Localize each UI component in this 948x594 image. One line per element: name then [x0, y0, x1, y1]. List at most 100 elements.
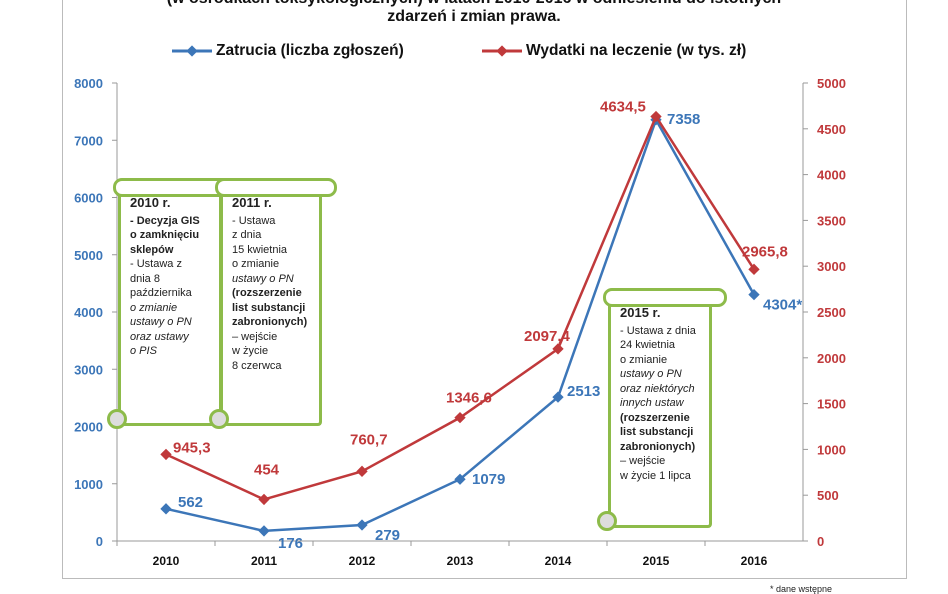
x-tick-label: 2013 — [447, 554, 474, 568]
data-point — [356, 519, 368, 531]
data-label: 945,3 — [173, 439, 211, 456]
annotation-line: ustawy o PN — [620, 368, 682, 380]
right-tick-label: 3000 — [817, 259, 846, 274]
data-point — [160, 503, 172, 515]
x-tick-label: 2011 — [251, 554, 277, 568]
annotation-line: (rozszerzenie — [620, 411, 690, 424]
data-label: 2513 — [567, 383, 600, 400]
annotation-line: - Ustawa z dnia — [620, 324, 696, 337]
annotation-2010: 2010 r. - Decyzja GIS o zamknięciu sklepów -… — [107, 178, 237, 429]
right-tick-label: 1500 — [817, 397, 846, 412]
data-point — [552, 391, 564, 403]
data-label: 176 — [278, 535, 303, 552]
data-point — [258, 493, 270, 506]
annotation-line: – wejście — [232, 330, 278, 343]
x-tick-label: 2015 — [643, 554, 670, 568]
data-label: 760,7 — [350, 431, 388, 448]
scroll-curl-icon — [597, 511, 617, 531]
annotation-line: list substancji — [232, 301, 306, 314]
right-tick-label: 5000 — [817, 76, 846, 91]
legend-item-expenses: Wydatki na leczenie (w tys. zł) — [482, 42, 746, 60]
data-point — [454, 473, 466, 485]
legend-label-poisonings: Zatrucia (liczba zgłoszeń) — [216, 42, 404, 59]
data-label: 454 — [254, 461, 280, 478]
x-tick-label: 2010 — [153, 554, 180, 568]
annotation-line: ustawy o PN — [232, 272, 294, 285]
annotation-line: o zmianie — [130, 301, 178, 314]
scroll-curl-icon — [209, 409, 229, 429]
data-label: 2097,4 — [524, 328, 571, 345]
data-label: 279 — [375, 527, 400, 544]
right-tick-label: 3500 — [817, 213, 846, 228]
scroll-top-icon — [603, 288, 727, 307]
legend-item-poisonings: Zatrucia (liczba zgłoszeń) — [172, 42, 404, 60]
left-tick-label: 1000 — [74, 477, 103, 492]
annotation-line: o zmianie — [620, 353, 668, 366]
data-point — [258, 525, 270, 537]
annotation-2011: 2011 r. - Ustawa z dnia 15 kwietnia o zmiani… — [209, 178, 337, 429]
left-tick-label: 0 — [96, 534, 103, 549]
annotation-line: ustawy o PN — [130, 316, 192, 328]
right-tick-label: 0 — [817, 534, 824, 549]
annotation-line: o PIS — [130, 345, 157, 357]
legend-marker-red — [482, 45, 522, 57]
data-label: 7358 — [667, 111, 700, 128]
left-tick-label: 4000 — [74, 305, 103, 320]
annotation-line: 15 kwietnia — [232, 243, 288, 256]
data-point — [748, 288, 760, 301]
annotation-line: - Decyzja GIS — [130, 214, 200, 227]
left-tick-label: 2000 — [74, 420, 103, 435]
annotation-year: 2015 r. — [620, 305, 661, 320]
data-label: 2965,8 — [742, 243, 788, 260]
annotation-year: 2011 r. — [232, 195, 272, 210]
right-tick-label: 2500 — [817, 305, 846, 320]
chart-title-line-2: zdarzeń i zmian prawa. — [387, 8, 561, 25]
annotation-line: o zamknięciu — [130, 229, 200, 241]
annotation-line: 24 kwietnia — [620, 339, 676, 351]
data-point — [454, 411, 466, 424]
annotation-line: w życie 1 lipca — [620, 469, 691, 482]
annotation-line: 8 czerwca — [232, 359, 282, 372]
footnote: * dane wstępne — [770, 584, 833, 594]
annotation-line: list substancji — [620, 426, 694, 438]
annotation-line: – wejście — [620, 455, 666, 467]
chart-frame — [62, 0, 907, 579]
data-label: 4304* — [763, 297, 802, 314]
x-tick-label: 2012 — [349, 554, 376, 568]
annotation-line: innych ustaw — [620, 397, 684, 409]
data-point — [748, 263, 760, 275]
annotation-2015: 2015 r. - Ustawa z dnia 24 kwietnia o zmian… — [597, 288, 727, 531]
x-tick-label: 2014 — [545, 554, 572, 568]
left-tick-label: 8000 — [74, 76, 103, 91]
annotation-line: dnia 8 — [130, 272, 160, 285]
annotation-line: sklepów — [130, 243, 174, 256]
annotation-line: o zmianie — [232, 258, 280, 270]
annotation-line: oraz ustawy — [130, 330, 189, 343]
data-point — [552, 343, 564, 355]
annotation-line: oraz niektórych — [620, 382, 695, 395]
data-point — [160, 448, 172, 461]
annotation-line: w życie — [232, 345, 269, 357]
right-tick-label: 2000 — [817, 351, 846, 366]
legend-label-expenses: Wydatki na leczenie (w tys. zł) — [526, 42, 747, 59]
data-label: 4634,5 — [600, 98, 646, 115]
annotation-line: października — [130, 287, 192, 299]
right-tick-label: 1000 — [817, 442, 846, 457]
right-tick-label: 4500 — [817, 122, 846, 137]
right-tick-label: 4000 — [817, 168, 846, 183]
data-label: 562 — [178, 494, 203, 511]
annotation-year: 2010 r. — [130, 195, 171, 210]
left-tick-label: 6000 — [74, 191, 103, 206]
annotation-line: (rozszerzenie — [232, 287, 302, 299]
left-tick-label: 3000 — [74, 362, 103, 377]
annotation-line: z dnia — [232, 229, 262, 241]
chart-title-line-1: (w ośrodkach toksykologicznych) w latach… — [0, 0, 948, 10]
left-tick-label: 7000 — [74, 133, 103, 148]
annotation-line: - Ustawa — [232, 214, 276, 227]
scroll-curl-icon — [107, 409, 127, 429]
data-label: 1346,6 — [446, 390, 492, 407]
annotation-line: - Ustawa z — [130, 258, 182, 270]
scroll-top-icon — [215, 178, 337, 197]
annotation-line: zabronionych) — [620, 440, 696, 453]
x-tick-label: 2016 — [741, 554, 768, 568]
